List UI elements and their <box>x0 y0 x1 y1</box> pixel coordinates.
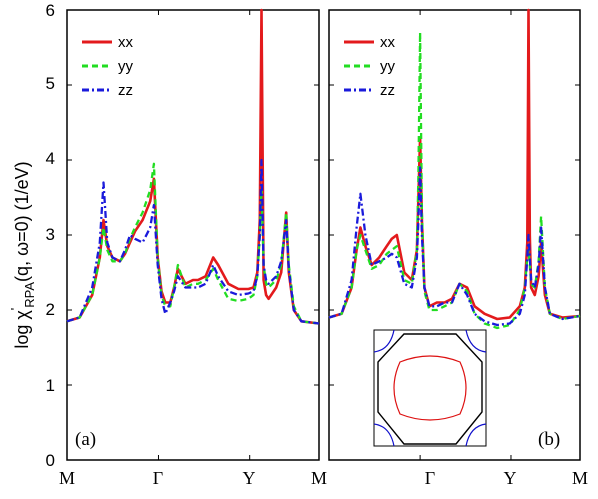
x-tick-labels-a: M Γ Y M <box>59 468 327 488</box>
inset-blue-corner-tr <box>465 329 487 353</box>
panel-a-y-ticks <box>67 9 319 461</box>
series-line-yy <box>328 31 581 330</box>
legend-label-zz: zz <box>118 82 133 99</box>
legend: xx yy zz <box>82 34 134 99</box>
x-tick-label: Y <box>504 468 517 488</box>
panel-a: (a) xx yy zz <box>66 8 320 461</box>
panel-a-x-ticks <box>66 10 320 460</box>
panel-b-x-ticks <box>328 10 581 460</box>
ylabel-sub: RPA <box>22 282 37 308</box>
y-tick-labels: 0 1 2 3 4 5 6 <box>46 1 55 470</box>
legend-label-zz: zz <box>380 82 395 99</box>
y-tick-label: 0 <box>46 451 55 470</box>
y-tick-label: 2 <box>46 300 55 319</box>
legend-label-xx: xx <box>380 34 396 51</box>
x-tick-label: Y <box>243 468 256 488</box>
y-tick-label: 4 <box>46 149 55 168</box>
x-tick-label: M <box>311 468 327 488</box>
series-line-xx <box>66 8 320 325</box>
x-tick-label: M <box>572 468 588 488</box>
panel-b-label: (b) <box>538 429 560 450</box>
y-tick-label: 3 <box>46 225 55 244</box>
panel-a-label: (a) <box>75 429 96 450</box>
panel-a-series <box>66 8 320 325</box>
x-tick-label: Γ <box>425 468 435 488</box>
inset-frame <box>373 329 487 447</box>
inset-blue-corner-tl <box>373 329 395 353</box>
svg-text:log χ'RPA(q, ω=0) (1/eV): log χ'RPA(q, ω=0) (1/eV) <box>8 161 37 348</box>
inset-red-pocket <box>393 355 467 421</box>
panel-b: (b) xx yy zz <box>328 8 581 461</box>
panel-b-series <box>328 8 581 330</box>
legend-b: xx yy zz <box>344 34 396 99</box>
x-tick-labels-b: Γ Y M <box>425 468 588 488</box>
x-tick-label: M <box>59 468 75 488</box>
y-tick-label: 6 <box>46 1 55 20</box>
series-line-zz <box>328 166 581 327</box>
series-line-xx <box>328 8 581 321</box>
fermi-surface-inset <box>373 329 487 447</box>
inset-blue-corner-br <box>465 423 487 447</box>
y-tick-label: 5 <box>46 74 55 93</box>
panel-b-y-ticks <box>329 9 580 461</box>
inset-blue-corner-bl <box>373 423 395 447</box>
ylabel-main: log χ <box>12 310 32 349</box>
series-line-zz <box>66 158 320 325</box>
y-axis-label: log χ'RPA(q, ω=0) (1/eV) <box>8 161 37 348</box>
legend-label-yy: yy <box>118 58 134 75</box>
x-tick-label: Γ <box>153 468 163 488</box>
legend-label-xx: xx <box>118 34 134 51</box>
ylabel-tail: (q, ω=0) (1/eV) <box>12 161 32 282</box>
y-tick-label: 1 <box>46 376 55 395</box>
legend-label-yy: yy <box>380 58 396 75</box>
inset-hexagon <box>377 333 483 445</box>
ylabel-prime: ' <box>8 308 23 310</box>
